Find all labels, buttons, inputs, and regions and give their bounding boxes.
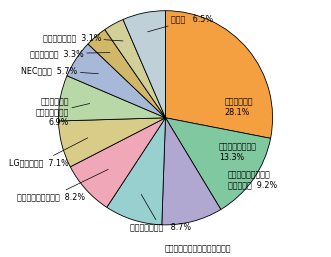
- Text: 富士キメラ総研資料により作成: 富士キメラ総研資料により作成: [165, 244, 231, 253]
- Text: モトローラ（米）
13.3%: モトローラ（米） 13.3%: [219, 142, 257, 162]
- Text: 三菱電機（日）  3.1%: 三菱電機（日） 3.1%: [43, 33, 123, 42]
- Text: パナソニック
モバイル（日）
6.9%: パナソニック モバイル（日） 6.9%: [36, 98, 90, 127]
- Text: ノキア（芬）
28.1%: ノキア（芬） 28.1%: [224, 97, 253, 117]
- Wedge shape: [67, 44, 166, 118]
- Wedge shape: [59, 118, 166, 167]
- Wedge shape: [105, 20, 166, 118]
- Wedge shape: [88, 30, 166, 118]
- Text: ソニー・エリクソン
（日／瑞）  9.2%: ソニー・エリクソン （日／瑞） 9.2%: [228, 170, 277, 190]
- Text: その他   6.5%: その他 6.5%: [148, 15, 213, 32]
- Wedge shape: [58, 76, 166, 121]
- Text: LG電子（韓）  7.1%: LG電子（韓） 7.1%: [9, 138, 88, 167]
- Text: 富士通（日）  3.3%: 富士通（日） 3.3%: [30, 49, 110, 58]
- Text: シャープ（日）   8.7%: シャープ（日） 8.7%: [129, 194, 191, 232]
- Wedge shape: [123, 11, 166, 118]
- Wedge shape: [166, 118, 271, 209]
- Text: NEC（日）  5.7%: NEC（日） 5.7%: [22, 66, 98, 75]
- Wedge shape: [162, 118, 221, 225]
- Wedge shape: [166, 11, 273, 138]
- Wedge shape: [107, 118, 166, 225]
- Text: サムスン電子（韓）  8.2%: サムスン電子（韓） 8.2%: [17, 169, 108, 201]
- Wedge shape: [70, 118, 166, 207]
